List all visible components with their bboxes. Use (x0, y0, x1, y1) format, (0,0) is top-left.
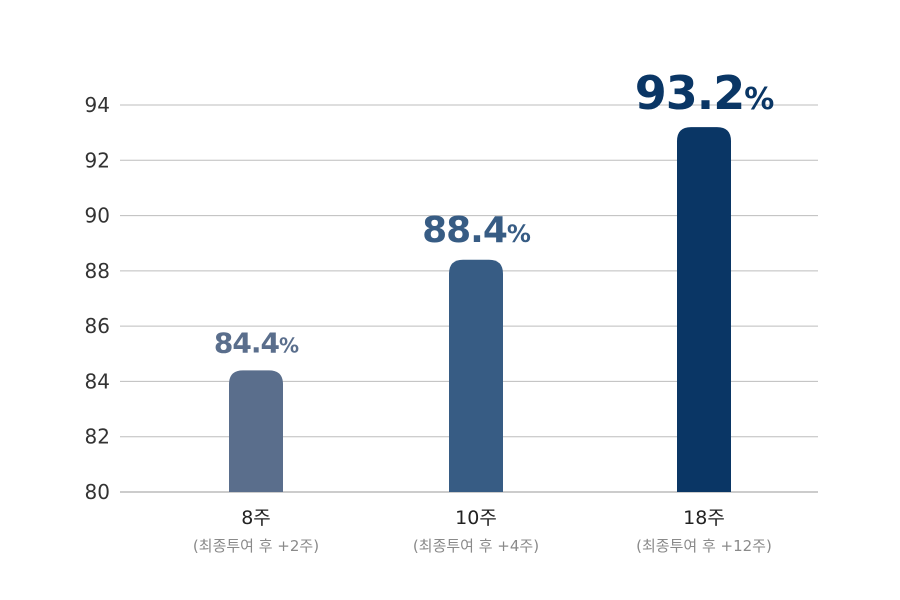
bar-3 (677, 127, 731, 492)
value-label-1: 84.4% (214, 326, 299, 359)
value-unit: % (744, 82, 774, 117)
y-tick-label: 84 (85, 369, 110, 393)
y-tick-label: 82 (85, 425, 110, 449)
value-unit: % (279, 333, 299, 357)
value-number: 88.4 (422, 210, 507, 251)
y-tick-label: 94 (85, 93, 110, 117)
bars (229, 127, 731, 492)
x-category-label: 8주 (241, 507, 271, 529)
y-axis-ticks: 80 82 84 86 88 90 92 94 (85, 93, 110, 504)
value-label-2: 88.4% (422, 210, 531, 251)
x-axis-labels: 8주 (최종투여 후 +2주) 10주 (최종투여 후 +4주) 18주 (최종투여 후 … (193, 507, 772, 555)
x-category-label: 18주 (683, 507, 725, 529)
value-labels: 84.4%88.4%93.2% (214, 66, 775, 359)
y-tick-label: 88 (85, 259, 110, 283)
x-subcategory-label: (최종투여 후 +12주) (636, 537, 772, 555)
value-label-3: 93.2% (635, 66, 775, 120)
value-number: 93.2 (635, 66, 745, 120)
y-tick-label: 92 (85, 148, 110, 172)
x-category-label: 10주 (455, 507, 497, 529)
x-subcategory-label: (최종투여 후 +2주) (193, 537, 319, 555)
bar-2 (449, 259, 503, 492)
value-number: 84.4 (214, 326, 280, 359)
value-unit: % (507, 220, 531, 248)
y-tick-label: 86 (85, 314, 110, 338)
bar-1 (229, 370, 283, 492)
y-tick-label: 90 (85, 204, 110, 228)
y-tick-label: 80 (85, 480, 110, 504)
x-subcategory-label: (최종투여 후 +4주) (413, 537, 539, 555)
